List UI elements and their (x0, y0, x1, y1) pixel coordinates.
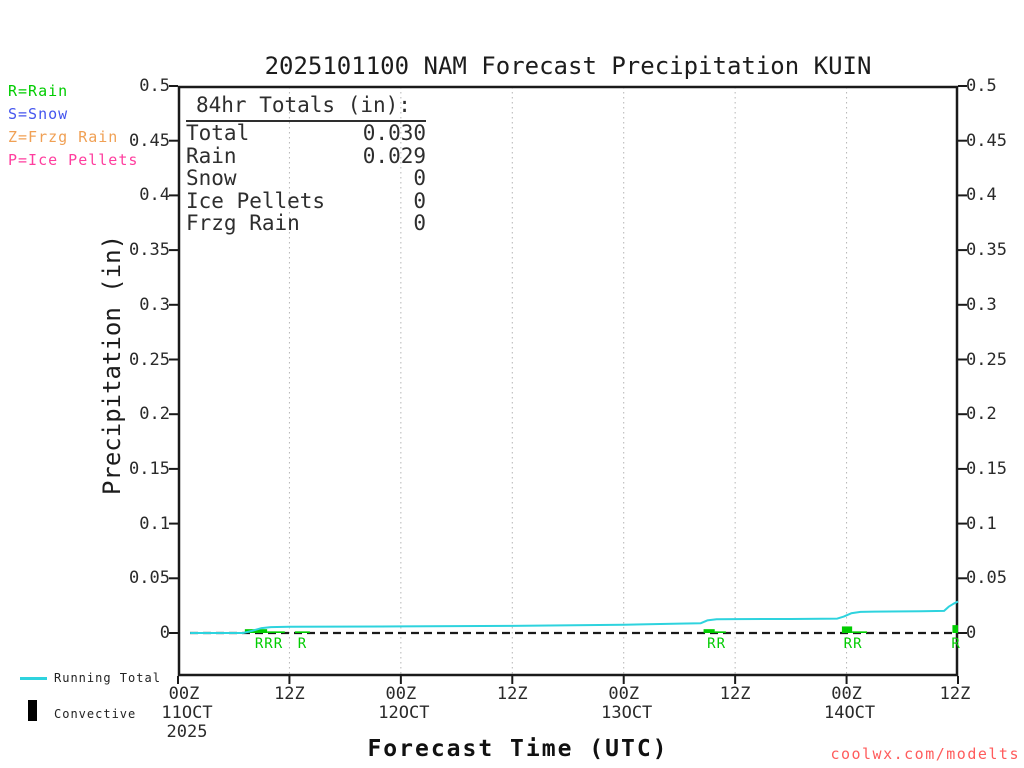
totals-row: Rain 0.029 (186, 143, 426, 168)
x-tick-label: 12Z (939, 684, 971, 704)
x-date-label: 12OCT (378, 703, 430, 723)
totals-row-label: Rain (186, 143, 237, 168)
precip-bar (703, 629, 715, 633)
ptype-marker-letters: R (951, 636, 960, 652)
ptype-legend-item: P=Ice Pellets (8, 151, 139, 169)
y-tick-label-right: 0.35 (966, 240, 1007, 261)
convective-legend-label: Convective (54, 707, 137, 721)
y-tick-label-left: 0.4 (139, 185, 170, 206)
x-year-label: 2025 (166, 722, 208, 742)
y-tick-label-right: 0.3 (966, 294, 997, 315)
y-tick-label-right: 0.1 (966, 513, 997, 534)
running-total-legend-label: Running Total (54, 671, 161, 685)
ptype-legend-item: Z=Frzg Rain (8, 128, 119, 146)
running-total-line (190, 600, 959, 634)
totals-row: Total 0.030 (186, 122, 426, 145)
x-tick-label: 00Z (168, 684, 200, 704)
watermark-url: coolwx.com/modelts (830, 745, 1020, 763)
x-tick-label: 00Z (608, 684, 640, 704)
x-date-label: 14OCT (823, 703, 876, 723)
y-tick-label-left: 0.45 (129, 130, 170, 151)
plot-frame (177, 85, 959, 677)
y-tick-label-right: 0 (966, 623, 977, 643)
y-tick-label-left: 0.05 (129, 568, 170, 589)
y-tick-label-right: 0.15 (966, 458, 1007, 479)
totals-row-label: Total (186, 121, 250, 145)
y-tick-label-left: 0 (159, 623, 170, 643)
totals-row: Ice Pellets 0 (186, 190, 426, 213)
precip-bar (952, 625, 958, 633)
x-tick-label: 00Z (385, 684, 417, 704)
x-tick-label: 12Z (496, 684, 528, 704)
precip-bar (714, 631, 726, 633)
y-tick-label-left: 0.35 (129, 240, 170, 261)
totals-row-label: Ice Pellets (186, 188, 326, 213)
x-date-label: 11OCT (161, 703, 213, 723)
y-tick-label-left: 0.5 (139, 76, 170, 96)
precip-bar (244, 629, 268, 633)
y-tick-label-left: 0.15 (129, 458, 170, 479)
ptype-legend-item: S=Snow (8, 105, 69, 123)
x-tick-label: 12Z (274, 684, 305, 704)
chart-title: 2025101100 NAM Forecast Precipitation KU… (264, 52, 872, 80)
precip-type-legend: R=Rain S=Snow Z=Frzg Rain P=Ice Pellets (8, 80, 138, 172)
ptype-legend-item: R=Rain (8, 82, 69, 100)
precip-bar (841, 626, 853, 633)
totals-box: 84hr Totals (in): Total 0.030 Rain 0.029 Sno… (186, 93, 426, 235)
y-tick-label-right: 0.5 (966, 76, 997, 96)
totals-row-value: 0 (413, 211, 426, 236)
convective-bar-swatch (28, 700, 37, 721)
y-tick-label-right: 0.45 (966, 130, 1007, 151)
running-total-line-swatch (20, 677, 47, 680)
totals-row-label: Frzg Rain (186, 211, 300, 236)
totals-row-value: 0 (413, 166, 426, 191)
y-tick-label-right: 0.2 (966, 404, 997, 425)
y-tick-label-left: 0.25 (129, 349, 170, 370)
y-tick-label-left: 0.3 (139, 294, 170, 315)
y-tick-label-left: 0.1 (139, 513, 170, 534)
totals-row-label: Snow (186, 166, 237, 191)
totals-rows: Total 0.030 Rain 0.029 Snow 0 Ice Pellets 0 Frzg… (186, 122, 426, 235)
totals-row: Frzg Rain 0 (186, 212, 426, 235)
x-axis-title: Forecast Time (UTC) (367, 736, 669, 762)
totals-row-value: 0 (413, 188, 426, 213)
y-tick-label-right: 0.25 (966, 349, 1007, 370)
y-tick-label-right: 0.4 (966, 185, 997, 206)
ptype-marker-letters: R (298, 636, 307, 652)
ptype-marker-letters: RR (844, 636, 863, 652)
y-tick-label-left: 0.2 (139, 404, 170, 425)
ptype-marker-letters: RR (707, 636, 726, 652)
totals-row-value: 0.030 (362, 121, 426, 145)
precip-bar (267, 631, 285, 633)
y-tick-label-right: 0.05 (966, 568, 1007, 589)
x-tick-label: 12Z (719, 684, 751, 704)
totals-row: Snow 0 (186, 167, 426, 190)
x-tick-label: 00Z (831, 684, 862, 704)
x-date-label: 13OCT (601, 703, 653, 723)
totals-row-value: 0.029 (362, 143, 426, 168)
precip-bar (852, 631, 867, 633)
totals-heading: 84hr Totals (in): (186, 93, 426, 122)
precip-bar (295, 631, 310, 633)
ptype-marker-letters: RRR (255, 636, 283, 652)
